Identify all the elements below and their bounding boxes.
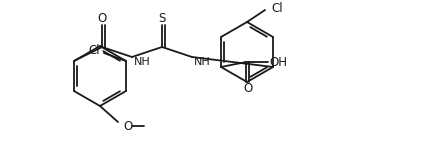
Text: O: O [97,12,107,24]
Text: Cl: Cl [271,1,283,15]
Text: O: O [123,119,133,133]
Text: NH: NH [194,57,211,67]
Text: O: O [243,82,252,95]
Text: NH: NH [134,57,151,67]
Text: S: S [158,12,166,24]
Text: OH: OH [269,55,287,69]
Text: Cl: Cl [88,45,100,58]
